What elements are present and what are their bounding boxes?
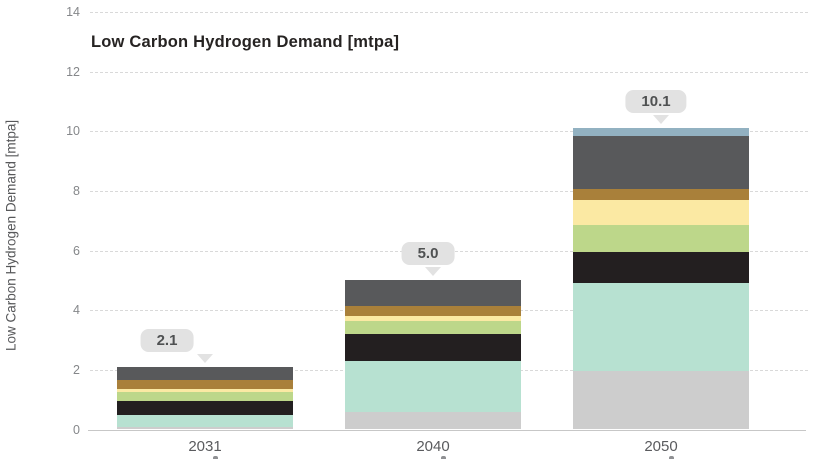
x-axis-label-2040: 2040 <box>416 438 450 455</box>
bar-2040-segment-black <box>345 334 521 361</box>
bar-2050-segment-light-green <box>573 225 749 252</box>
gridline <box>90 131 808 133</box>
bar-2031-segment-ochre-brown <box>117 380 293 390</box>
bar-2050-segment-mint <box>573 283 749 372</box>
gridline <box>90 71 808 73</box>
y-tick-label: 0 <box>73 422 80 437</box>
gridline <box>90 190 808 192</box>
y-tick-label: 8 <box>73 183 80 198</box>
y-axis-title: Low Carbon Hydrogen Demand [mtpa] <box>3 119 19 351</box>
bar-2031-segment-pale-yellow <box>117 389 293 393</box>
callout-pointer-icon <box>653 115 669 125</box>
bar-2031-segment-light-gray <box>117 426 293 430</box>
bar-2040-segment-pale-yellow <box>345 316 521 321</box>
cutoff-mark <box>669 456 674 459</box>
total-callout-2050: 10.1 <box>625 90 687 114</box>
bar-2040-segment-light-gray <box>345 411 521 430</box>
bar-2050-segment-ochre-brown <box>573 189 749 200</box>
gridline <box>90 11 808 13</box>
bar-2050-segment-black <box>573 252 749 284</box>
bar-2040-segment-ochre-brown <box>345 305 521 317</box>
bar-2040-segment-light-green <box>345 320 521 335</box>
bar-2050-segment-light-gray <box>573 371 749 430</box>
x-axis-baseline <box>88 429 806 431</box>
cutoff-mark <box>441 456 446 459</box>
y-tick-label: 10 <box>66 124 80 139</box>
x-axis-label-2050: 2050 <box>644 438 678 455</box>
bar-2031-segment-light-green <box>117 392 293 402</box>
bar-2031-segment-dark-gray <box>117 366 293 381</box>
x-axis-label-2031: 2031 <box>188 438 222 455</box>
bar-2031-segment-black <box>117 401 293 415</box>
bar-2050-segment-pale-yellow <box>573 199 749 226</box>
cutoff-mark <box>213 456 218 459</box>
y-tick-label: 12 <box>66 64 80 79</box>
bar-2040-segment-dark-gray <box>345 280 521 306</box>
y-tick-label: 14 <box>66 4 80 19</box>
total-callout-2031: 2.1 <box>140 328 194 352</box>
bar-2040-segment-mint <box>345 360 521 412</box>
y-tick-label: 2 <box>73 362 80 377</box>
total-callout-2040: 5.0 <box>401 242 455 266</box>
y-tick-label: 4 <box>73 303 80 318</box>
bar-2050-segment-dark-gray <box>573 135 749 190</box>
chart-title: Low Carbon Hydrogen Demand [mtpa] <box>91 33 400 51</box>
bar-2050-segment-steel-blue <box>573 128 749 136</box>
y-tick-label: 6 <box>73 243 80 258</box>
callout-pointer-icon <box>197 353 213 363</box>
callout-pointer-icon <box>425 267 441 277</box>
bar-2031-segment-mint <box>117 414 293 427</box>
